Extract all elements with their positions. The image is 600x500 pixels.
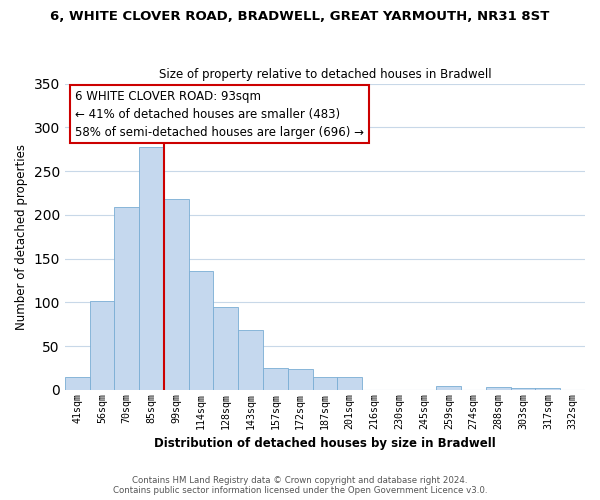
Bar (288, 369, 313, 390)
Bar (263, 368, 288, 390)
Bar (436, 386, 461, 390)
Bar (313, 377, 337, 390)
Bar (486, 388, 511, 390)
Text: 6, WHITE CLOVER ROAD, BRADWELL, GREAT YARMOUTH, NR31 8ST: 6, WHITE CLOVER ROAD, BRADWELL, GREAT YA… (50, 10, 550, 23)
Bar (238, 330, 263, 390)
Bar (65, 377, 89, 390)
Bar (89, 302, 115, 390)
Bar (115, 207, 139, 390)
Y-axis label: Number of detached properties: Number of detached properties (15, 144, 28, 330)
Bar (535, 388, 560, 390)
Bar (139, 146, 164, 390)
Bar (214, 306, 238, 390)
Bar (337, 377, 362, 390)
Bar (511, 388, 535, 390)
X-axis label: Distribution of detached houses by size in Bradwell: Distribution of detached houses by size … (154, 437, 496, 450)
Bar (188, 271, 214, 390)
Text: 6 WHITE CLOVER ROAD: 93sqm
← 41% of detached houses are smaller (483)
58% of sem: 6 WHITE CLOVER ROAD: 93sqm ← 41% of deta… (75, 90, 364, 138)
Bar (164, 199, 188, 390)
Text: Contains HM Land Registry data © Crown copyright and database right 2024.
Contai: Contains HM Land Registry data © Crown c… (113, 476, 487, 495)
Title: Size of property relative to detached houses in Bradwell: Size of property relative to detached ho… (158, 68, 491, 81)
